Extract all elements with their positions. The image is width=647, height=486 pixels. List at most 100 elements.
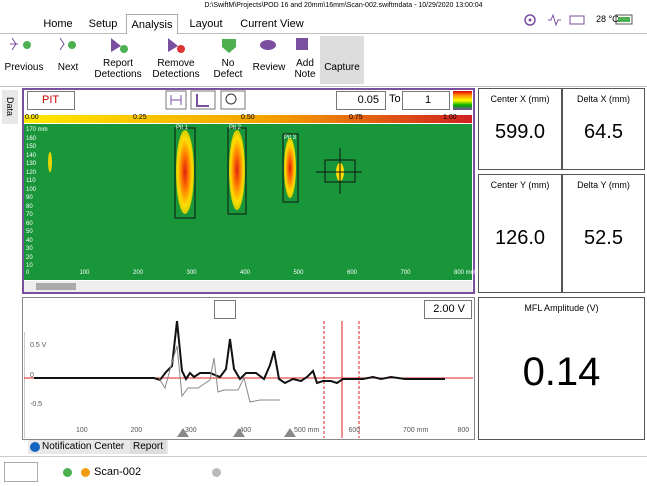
readout-value: 64.5 xyxy=(584,121,623,143)
tab[interactable]: Layout xyxy=(189,18,223,30)
axis-label: 0.00 xyxy=(25,114,39,121)
signal-tool[interactable] xyxy=(214,300,236,319)
axis-label: Pit 1 xyxy=(176,125,189,131)
axis-label: 400 xyxy=(239,427,252,434)
readout-label: Delta Y (mm) xyxy=(577,180,630,190)
axis-label: 200 xyxy=(133,270,144,276)
readout-label: Center Y (mm) xyxy=(490,180,550,190)
readout-label: Center X (mm) xyxy=(490,94,550,104)
axis-label: 700 xyxy=(400,270,411,276)
scan-name[interactable]: Scan-002 xyxy=(94,466,142,478)
axis-label: 100 xyxy=(79,270,90,276)
amplitude-label: MFL Amplitude (V) xyxy=(524,303,599,313)
ribbon-button[interactable]: Next xyxy=(57,62,79,73)
palette-button[interactable] xyxy=(453,91,472,110)
nav-control[interactable] xyxy=(4,462,38,482)
cscan-panel xyxy=(22,88,475,294)
tab[interactable]: Setup xyxy=(88,18,118,30)
to-field[interactable]: 1 xyxy=(402,91,450,110)
cscan-image xyxy=(24,124,472,280)
side-tab[interactable]: Data xyxy=(2,90,18,124)
readout: Delta Y (mm) 52.5 xyxy=(562,174,645,293)
to-label: To xyxy=(389,93,401,105)
tab[interactable]: Home xyxy=(43,18,73,30)
axis-label: 1.00 xyxy=(443,114,457,121)
axis-label: 80 xyxy=(26,203,33,210)
axis-label: 20 xyxy=(26,254,33,261)
axis-label: 0.5 V xyxy=(30,342,47,349)
cscan-tools xyxy=(165,90,246,110)
color-scale xyxy=(24,115,472,123)
ribbon-button[interactable]: Review xyxy=(252,62,286,73)
ribbon-button[interactable]: Add Note xyxy=(294,58,316,80)
axis-label: 800 mm xyxy=(454,270,476,276)
position-markers xyxy=(177,428,296,437)
axis-label: 160 xyxy=(26,135,37,142)
report-tab[interactable]: Report xyxy=(130,440,166,454)
status-icons xyxy=(524,13,633,27)
tab-rule xyxy=(0,33,647,34)
signal-plot xyxy=(24,321,473,438)
ribbon-rule xyxy=(0,86,647,87)
axis-label: 50 xyxy=(26,229,33,235)
next-scan[interactable] xyxy=(212,468,221,477)
axis-label: 150 xyxy=(26,144,37,150)
axis-label: 500 xyxy=(293,270,304,276)
h-scrollbar[interactable] xyxy=(24,281,472,292)
amplitude-panel: MFL Amplitude (V) 0.14 xyxy=(478,297,645,440)
axis-label: 200 xyxy=(130,427,143,434)
axis-label: 120 xyxy=(26,169,37,176)
axis-label: 60 xyxy=(26,220,33,227)
ribbon-button[interactable]: Previous xyxy=(4,62,44,73)
capture-bg xyxy=(320,36,364,84)
axis-label: Pit 2 xyxy=(229,125,242,131)
axis-label: 140 xyxy=(26,152,37,159)
axis-label: 30 xyxy=(26,246,33,252)
axis-label: 800 xyxy=(457,427,470,434)
axis-label: 130 xyxy=(26,161,37,167)
axis-label: 70 xyxy=(26,212,33,218)
tab[interactable]: Current View xyxy=(240,18,304,30)
temperature: 28 °C xyxy=(596,14,619,24)
axis-label: 400 xyxy=(240,270,251,276)
ribbon-button[interactable]: No Defect xyxy=(213,58,243,80)
ribbon-button[interactable]: Report Detections xyxy=(94,58,142,80)
axis-label: 170 mm xyxy=(26,127,48,133)
axis-label: 40 xyxy=(26,237,33,244)
axis-label: Pit 3 xyxy=(284,135,297,141)
window-title: D:\SwiftM\Projects\POD 16 and 20mm\16mm\… xyxy=(204,2,483,9)
mode-select[interactable]: PIT xyxy=(27,91,75,110)
axis-label: 300 xyxy=(185,427,197,434)
axis-label: 300 xyxy=(186,270,197,276)
readout: Center X (mm) 599.0 xyxy=(478,88,562,170)
tab-active[interactable]: Analysis xyxy=(126,14,178,34)
axis-label: 0.75 xyxy=(349,114,363,121)
axis-label: 10 xyxy=(26,263,33,269)
readout-value: 599.0 xyxy=(494,121,546,143)
scan-status xyxy=(63,468,72,477)
readout-value: 126.0 xyxy=(494,227,546,249)
axis-label: 110 xyxy=(26,178,36,184)
axis-label: 600 xyxy=(348,427,361,434)
axis-label: 100 xyxy=(76,427,88,434)
axis-label: 100 xyxy=(26,186,37,193)
axis-label: 600 xyxy=(347,270,358,276)
axis-label: 0.50 xyxy=(241,114,255,121)
readout: Delta X (mm) 64.5 xyxy=(562,88,645,170)
axis-label: 0 xyxy=(26,270,30,276)
ribbon-button[interactable]: Remove Detections xyxy=(152,58,200,80)
readout-value: 52.5 xyxy=(584,227,623,249)
axis-label: 0 xyxy=(30,372,34,379)
status-bar xyxy=(0,456,647,486)
axis-label: 0.25 xyxy=(133,114,147,121)
ribbon-icons xyxy=(10,37,350,53)
ribbon-button[interactable]: Capture xyxy=(324,62,360,73)
range-field[interactable]: 2.00 V xyxy=(424,300,472,319)
signal-panel xyxy=(22,297,475,440)
tab-label: Notification Center xyxy=(42,441,125,452)
from-field[interactable]: 0.05 xyxy=(336,91,386,110)
scan-icon xyxy=(81,468,90,477)
axis-label: 700 mm xyxy=(403,427,429,434)
